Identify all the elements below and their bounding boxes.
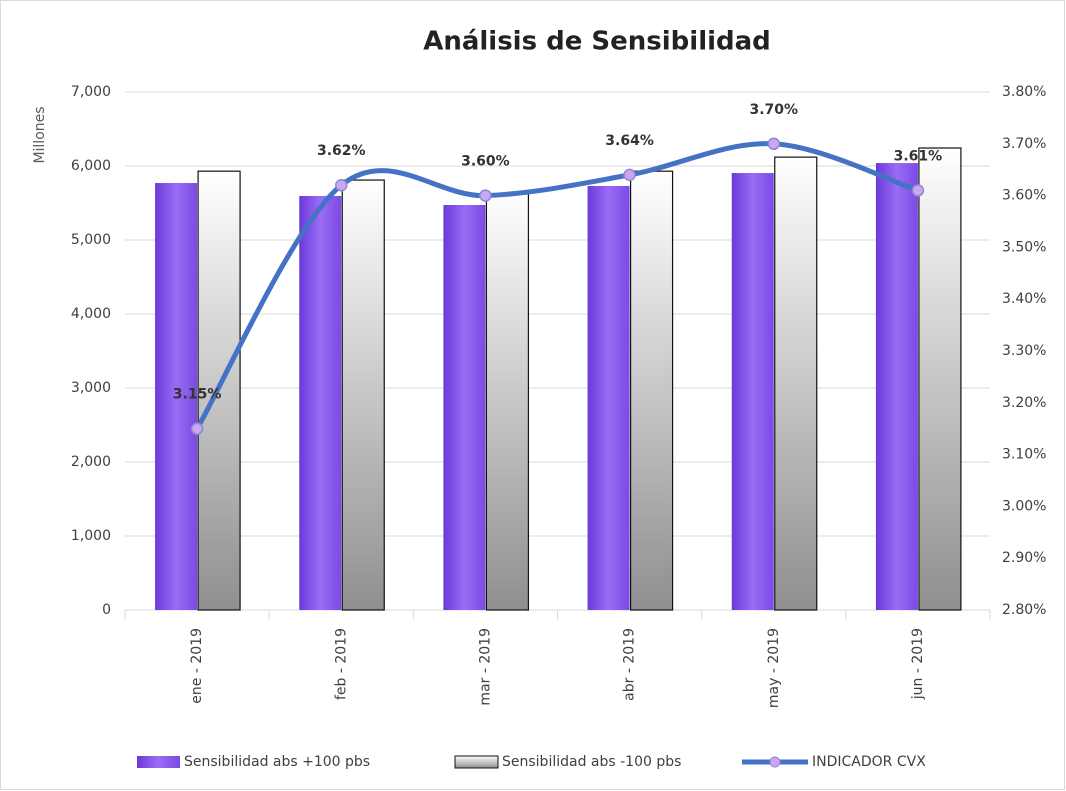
y-tick-label: 2,000: [71, 454, 111, 470]
data-label: 3.62%: [317, 143, 366, 159]
line: [194, 141, 921, 432]
line-marker: [479, 189, 492, 202]
x-tick-label: mar - 2019: [477, 628, 493, 706]
legend-label: INDICADOR CVX: [812, 754, 926, 770]
y2-tick-label: 3.20%: [1002, 395, 1046, 411]
bar: [875, 163, 918, 611]
data-label: 3.70%: [749, 102, 798, 118]
data-label: 3.61%: [894, 148, 943, 164]
y2-tick-label: 3.70%: [1002, 136, 1046, 152]
line-marker: [911, 184, 925, 197]
data-label: 3.15%: [173, 387, 222, 403]
bar: [774, 156, 818, 611]
line-marker: [623, 168, 636, 182]
y-tick-label: 5,000: [71, 232, 111, 248]
line-marker: [335, 178, 348, 192]
bar: [918, 147, 962, 611]
y-tick-label: 3,000: [71, 380, 111, 396]
legend-swatch: [137, 756, 180, 768]
x-tick-label: feb - 2019: [333, 628, 349, 700]
y-axis-label: Millones: [32, 106, 48, 163]
bar: [341, 179, 385, 611]
data-label: 3.64%: [605, 133, 654, 149]
y2-tick-label: 3.00%: [1002, 498, 1046, 514]
y2-tick-label: 3.60%: [1002, 188, 1046, 204]
bar: [485, 193, 530, 611]
y-tick-label: 7,000: [71, 84, 111, 100]
legend-marker: [769, 756, 781, 768]
bar: [629, 170, 674, 611]
data-label: 3.60%: [461, 154, 510, 170]
legend-label: Sensibilidad abs +100 pbs: [184, 754, 370, 770]
y-tick-label: 1,000: [71, 528, 111, 544]
bar: [299, 195, 342, 610]
bar: [443, 204, 486, 611]
chart-title: Análisis de Sensibilidad: [423, 27, 771, 57]
bar: [731, 173, 774, 610]
x-tick-label: jun - 2019: [910, 628, 926, 700]
legend-label: Sensibilidad abs -100 pbs: [502, 754, 681, 770]
y-tick-label: 4,000: [71, 306, 111, 322]
y2-tick-label: 3.30%: [1002, 343, 1046, 359]
y2-tick-label: 3.10%: [1002, 447, 1046, 463]
y2-tick-label: 3.80%: [1002, 84, 1046, 100]
legend-swatch: [454, 755, 499, 769]
bar: [587, 185, 630, 611]
line-marker: [190, 422, 204, 435]
y2-tick-label: 3.50%: [1002, 239, 1046, 255]
y2-tick-label: 2.90%: [1002, 550, 1046, 566]
bar: [155, 183, 198, 610]
x-tick-label: ene - 2019: [189, 628, 205, 704]
y2-tick-label: 2.80%: [1002, 602, 1046, 618]
line-marker: [767, 137, 780, 151]
y2-tick-label: 3.40%: [1002, 291, 1046, 307]
x-tick-label: abr - 2019: [622, 628, 638, 701]
y-tick-label: 0: [102, 602, 111, 618]
y-tick-label: 6,000: [71, 158, 111, 174]
x-tick-label: may - 2019: [766, 628, 782, 708]
